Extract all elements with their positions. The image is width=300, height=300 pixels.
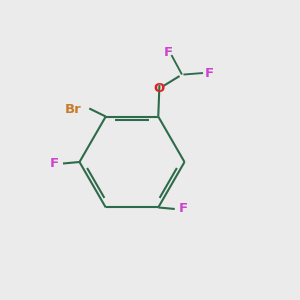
Text: F: F — [164, 46, 173, 59]
Text: O: O — [154, 82, 165, 94]
Text: F: F — [50, 157, 58, 170]
Text: F: F — [179, 202, 188, 215]
Text: Br: Br — [64, 103, 81, 116]
Text: F: F — [204, 67, 214, 80]
